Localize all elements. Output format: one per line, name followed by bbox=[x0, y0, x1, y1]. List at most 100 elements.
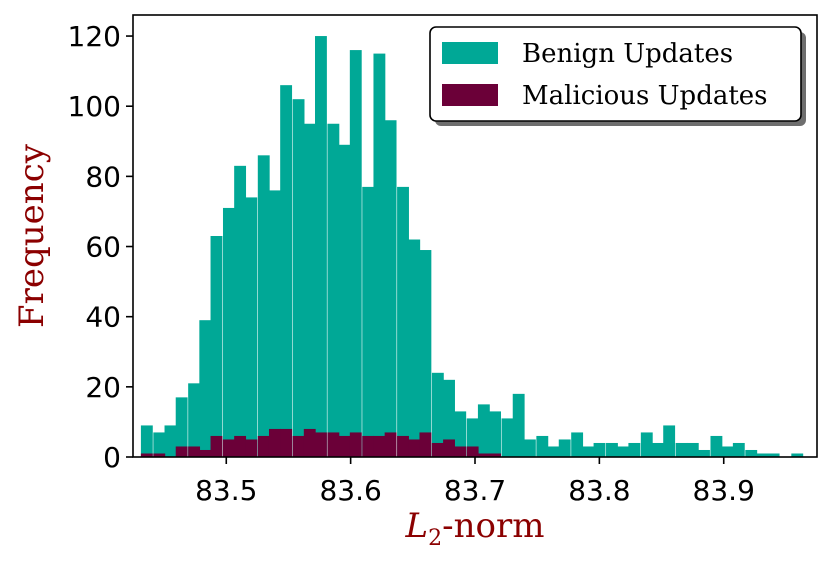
benign-bar bbox=[384, 120, 397, 458]
benign-bar bbox=[397, 186, 409, 457]
benign-bar bbox=[222, 207, 235, 457]
malicious-bar bbox=[234, 435, 247, 457]
benign-bar bbox=[188, 383, 201, 457]
benign-bar bbox=[454, 411, 467, 457]
malicious-bar bbox=[489, 453, 501, 457]
benign-bar bbox=[686, 442, 699, 457]
x-axis-title: L2-norm bbox=[405, 506, 545, 551]
malicious-bar bbox=[454, 446, 467, 457]
malicious-bar bbox=[268, 428, 281, 457]
benign-bar bbox=[640, 432, 653, 457]
benign-bar bbox=[745, 449, 758, 457]
y-tick-label: 40 bbox=[85, 301, 121, 334]
malicious-bar bbox=[222, 439, 235, 457]
benign-bar bbox=[489, 411, 501, 457]
x-tick-label: 83.6 bbox=[319, 474, 381, 507]
benign-bar bbox=[698, 449, 710, 457]
benign-bar bbox=[652, 442, 664, 457]
benign-bar bbox=[292, 99, 305, 457]
malicious-bar bbox=[384, 432, 397, 457]
benign-bar bbox=[362, 186, 375, 457]
benign-bar bbox=[153, 432, 166, 457]
benign-bar bbox=[663, 425, 676, 457]
benign-bar bbox=[443, 379, 455, 457]
legend-swatch-malicious bbox=[442, 84, 498, 106]
benign-bar bbox=[408, 239, 421, 457]
benign-bar bbox=[628, 442, 641, 457]
x-tick-label: 83.7 bbox=[444, 474, 506, 507]
benign-bar bbox=[419, 250, 432, 457]
benign-bar bbox=[536, 435, 549, 457]
y-tick-label: 80 bbox=[85, 160, 121, 193]
x-axis-title-symbol: L bbox=[405, 506, 429, 546]
malicious-bar bbox=[292, 435, 305, 457]
benign-bar bbox=[349, 50, 362, 457]
benign-bar bbox=[373, 53, 386, 458]
benign-bar bbox=[512, 393, 525, 457]
malicious-bar bbox=[315, 432, 327, 457]
y-tick-label: 20 bbox=[85, 371, 121, 404]
benign-bar bbox=[431, 372, 444, 457]
benign-bar bbox=[617, 446, 630, 457]
malicious-bar bbox=[175, 446, 188, 457]
malicious-bar bbox=[245, 439, 258, 457]
x-tick-label: 83.5 bbox=[195, 474, 257, 507]
malicious-bar bbox=[431, 442, 444, 457]
legend-label-malicious: Malicious Updates bbox=[522, 81, 768, 111]
benign-bar bbox=[606, 442, 618, 457]
benign-bar bbox=[164, 425, 177, 457]
malicious-bar bbox=[327, 432, 340, 457]
y-tick-label: 100 bbox=[68, 90, 121, 123]
y-axis-title: Frequency bbox=[12, 143, 52, 328]
malicious-bar bbox=[280, 428, 293, 457]
benign-bar bbox=[280, 85, 293, 457]
benign-bar bbox=[303, 123, 316, 457]
malicious-bar bbox=[397, 435, 409, 457]
malicious-bar bbox=[338, 435, 351, 457]
benign-bar bbox=[315, 36, 327, 458]
legend-swatch-benign bbox=[442, 42, 498, 64]
malicious-bars bbox=[140, 428, 501, 457]
benign-bar bbox=[210, 236, 223, 457]
malicious-bar bbox=[199, 449, 212, 457]
malicious-bar bbox=[188, 446, 201, 457]
benign-bar bbox=[732, 442, 745, 457]
malicious-bar bbox=[408, 439, 421, 457]
benign-bars bbox=[140, 36, 804, 458]
benign-bar bbox=[199, 320, 212, 457]
benign-bar bbox=[257, 155, 270, 457]
malicious-bar bbox=[257, 435, 270, 457]
benign-bar bbox=[234, 165, 247, 457]
benign-bar bbox=[175, 397, 188, 457]
malicious-bar bbox=[373, 435, 386, 457]
x-tick-label: 83.8 bbox=[568, 474, 630, 507]
y-tick-label: 120 bbox=[68, 20, 121, 53]
malicious-bar bbox=[362, 435, 375, 457]
benign-bar bbox=[245, 197, 258, 457]
benign-bar bbox=[710, 435, 723, 457]
x-tick-label: 83.9 bbox=[693, 474, 755, 507]
benign-bar bbox=[756, 453, 769, 457]
benign-bar bbox=[582, 446, 595, 457]
malicious-bar bbox=[419, 432, 432, 457]
malicious-bar bbox=[140, 453, 153, 457]
benign-bar bbox=[791, 453, 804, 457]
malicious-bar bbox=[210, 435, 223, 457]
malicious-bar bbox=[477, 453, 490, 457]
benign-bar bbox=[571, 432, 584, 457]
benign-bar bbox=[477, 404, 490, 457]
x-axis-title-text: -norm bbox=[442, 506, 544, 546]
benign-bar bbox=[767, 453, 780, 457]
malicious-bar bbox=[443, 439, 455, 457]
malicious-bar bbox=[153, 453, 166, 457]
benign-bar bbox=[338, 144, 351, 458]
benign-bar bbox=[140, 425, 153, 457]
malicious-bar bbox=[303, 428, 316, 457]
malicious-bar bbox=[466, 446, 479, 457]
benign-bar bbox=[466, 418, 479, 457]
benign-bar bbox=[501, 418, 514, 457]
benign-bar bbox=[558, 439, 571, 457]
benign-bar bbox=[327, 123, 340, 457]
legend-label-benign: Benign Updates bbox=[522, 39, 733, 69]
